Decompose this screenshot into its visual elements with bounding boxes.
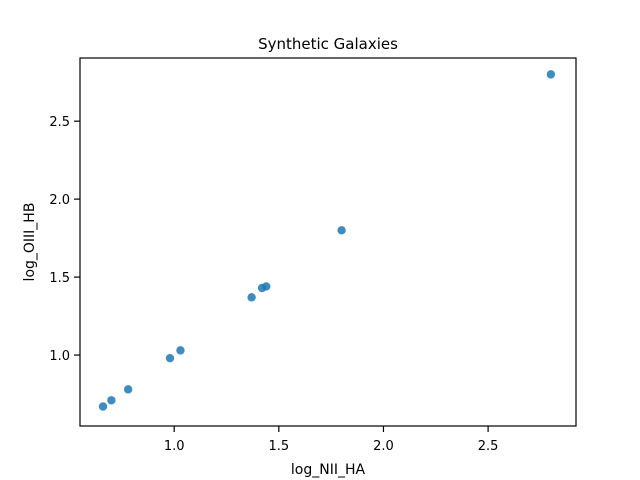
y-tick-label: 2.0 [49, 193, 70, 208]
data-point-9 [337, 226, 346, 235]
data-point-5 [176, 346, 185, 355]
y-axis-label: log_OIII_HB [22, 203, 38, 282]
data-point-4 [165, 353, 175, 363]
plot-area-frame [79, 57, 577, 427]
y-tick-label: 2.5 [49, 115, 70, 130]
y-axis-ticks: 1.0 1.5 2.0 2.5 [49, 115, 80, 364]
x-tick-label: 1.0 [164, 439, 185, 454]
x-tick-label: 1.5 [268, 439, 289, 454]
y-tick-label: 1.5 [49, 271, 70, 286]
data-point-1 [98, 402, 108, 411]
data-point-10 [546, 70, 556, 79]
data-point-2 [107, 396, 116, 405]
x-axis-label: log_NII_HA [291, 462, 366, 478]
data-point-6 [247, 293, 256, 302]
points-layer [98, 70, 556, 411]
y-tick-label: 1.0 [49, 349, 70, 364]
data-point-3 [123, 385, 133, 394]
x-tick-label: 2.5 [478, 439, 499, 454]
x-axis-ticks: 1.0 1.5 2.0 2.5 [164, 426, 499, 454]
chart-title: Synthetic Galaxies [258, 35, 398, 53]
data-point-8 [262, 282, 271, 291]
x-tick-label: 2.0 [373, 439, 394, 454]
